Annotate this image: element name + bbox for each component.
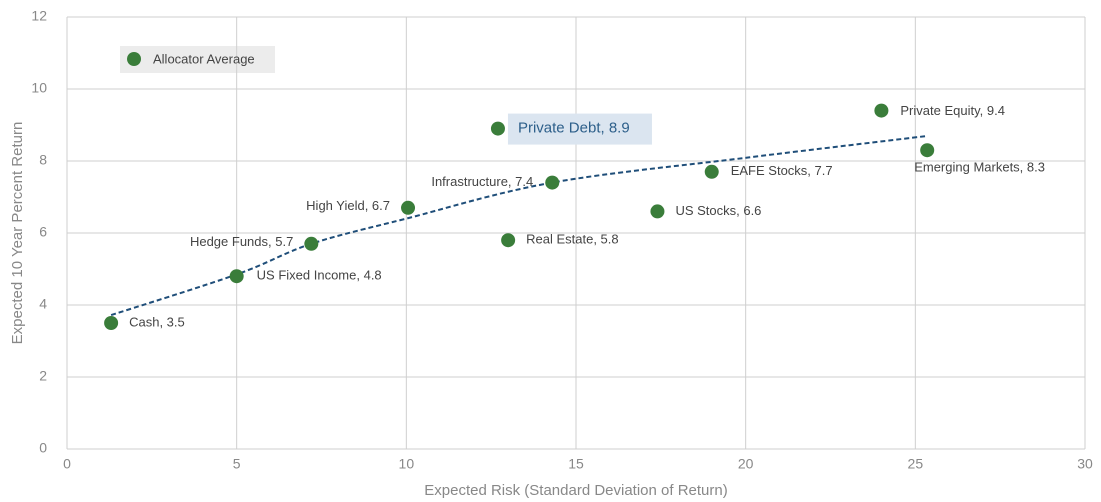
legend-box (120, 46, 275, 73)
x-tick-label: 25 (908, 456, 924, 472)
y-tick-label: 2 (39, 368, 47, 384)
point-label: US Fixed Income, 4.8 (257, 268, 382, 283)
point-label: Private Equity, 9.4 (900, 103, 1005, 118)
y-tick-label: 0 (39, 440, 47, 456)
point-label: High Yield, 6.7 (306, 198, 390, 213)
point-label: Infrastructure, 7.4 (431, 174, 533, 189)
point (874, 103, 889, 118)
point-label: EAFE Stocks, 7.7 (731, 163, 833, 178)
point-label: Real Estate, 5.8 (526, 232, 619, 247)
legend-marker (127, 52, 141, 66)
x-tick-label: 10 (399, 456, 415, 472)
point-label: Hedge Funds, 5.7 (190, 234, 293, 249)
x-tick-label: 0 (63, 456, 71, 472)
point (104, 316, 119, 330)
point-label: US Stocks, 6.6 (675, 203, 761, 218)
x-axis-title: Expected Risk (Standard Deviation of Ret… (424, 482, 727, 499)
point (490, 121, 505, 136)
point (545, 175, 560, 190)
y-tick-label: 4 (39, 296, 47, 312)
x-tick-label: 5 (233, 456, 241, 472)
point-label: Cash, 3.5 (129, 314, 185, 329)
y-tick-label: 10 (31, 80, 47, 96)
y-tick-label: 8 (39, 152, 47, 168)
point-label: Emerging Markets, 8.3 (914, 160, 1045, 175)
point (920, 143, 935, 158)
point (401, 200, 416, 215)
legend-label: Allocator Average (153, 51, 255, 66)
y-tick-label: 6 (39, 224, 47, 240)
point (650, 204, 665, 219)
y-axis-title: Expected 10 Year Percent Return (9, 122, 26, 345)
x-tick-label: 15 (568, 456, 584, 472)
point (229, 269, 244, 284)
point (704, 164, 719, 179)
x-tick-label: 20 (738, 456, 754, 472)
x-tick-label: 30 (1077, 456, 1093, 472)
point-label: Private Debt, 8.9 (518, 120, 630, 137)
point (304, 236, 319, 251)
point (501, 233, 516, 248)
highlight-box (507, 113, 652, 145)
y-tick-label: 12 (31, 8, 47, 24)
